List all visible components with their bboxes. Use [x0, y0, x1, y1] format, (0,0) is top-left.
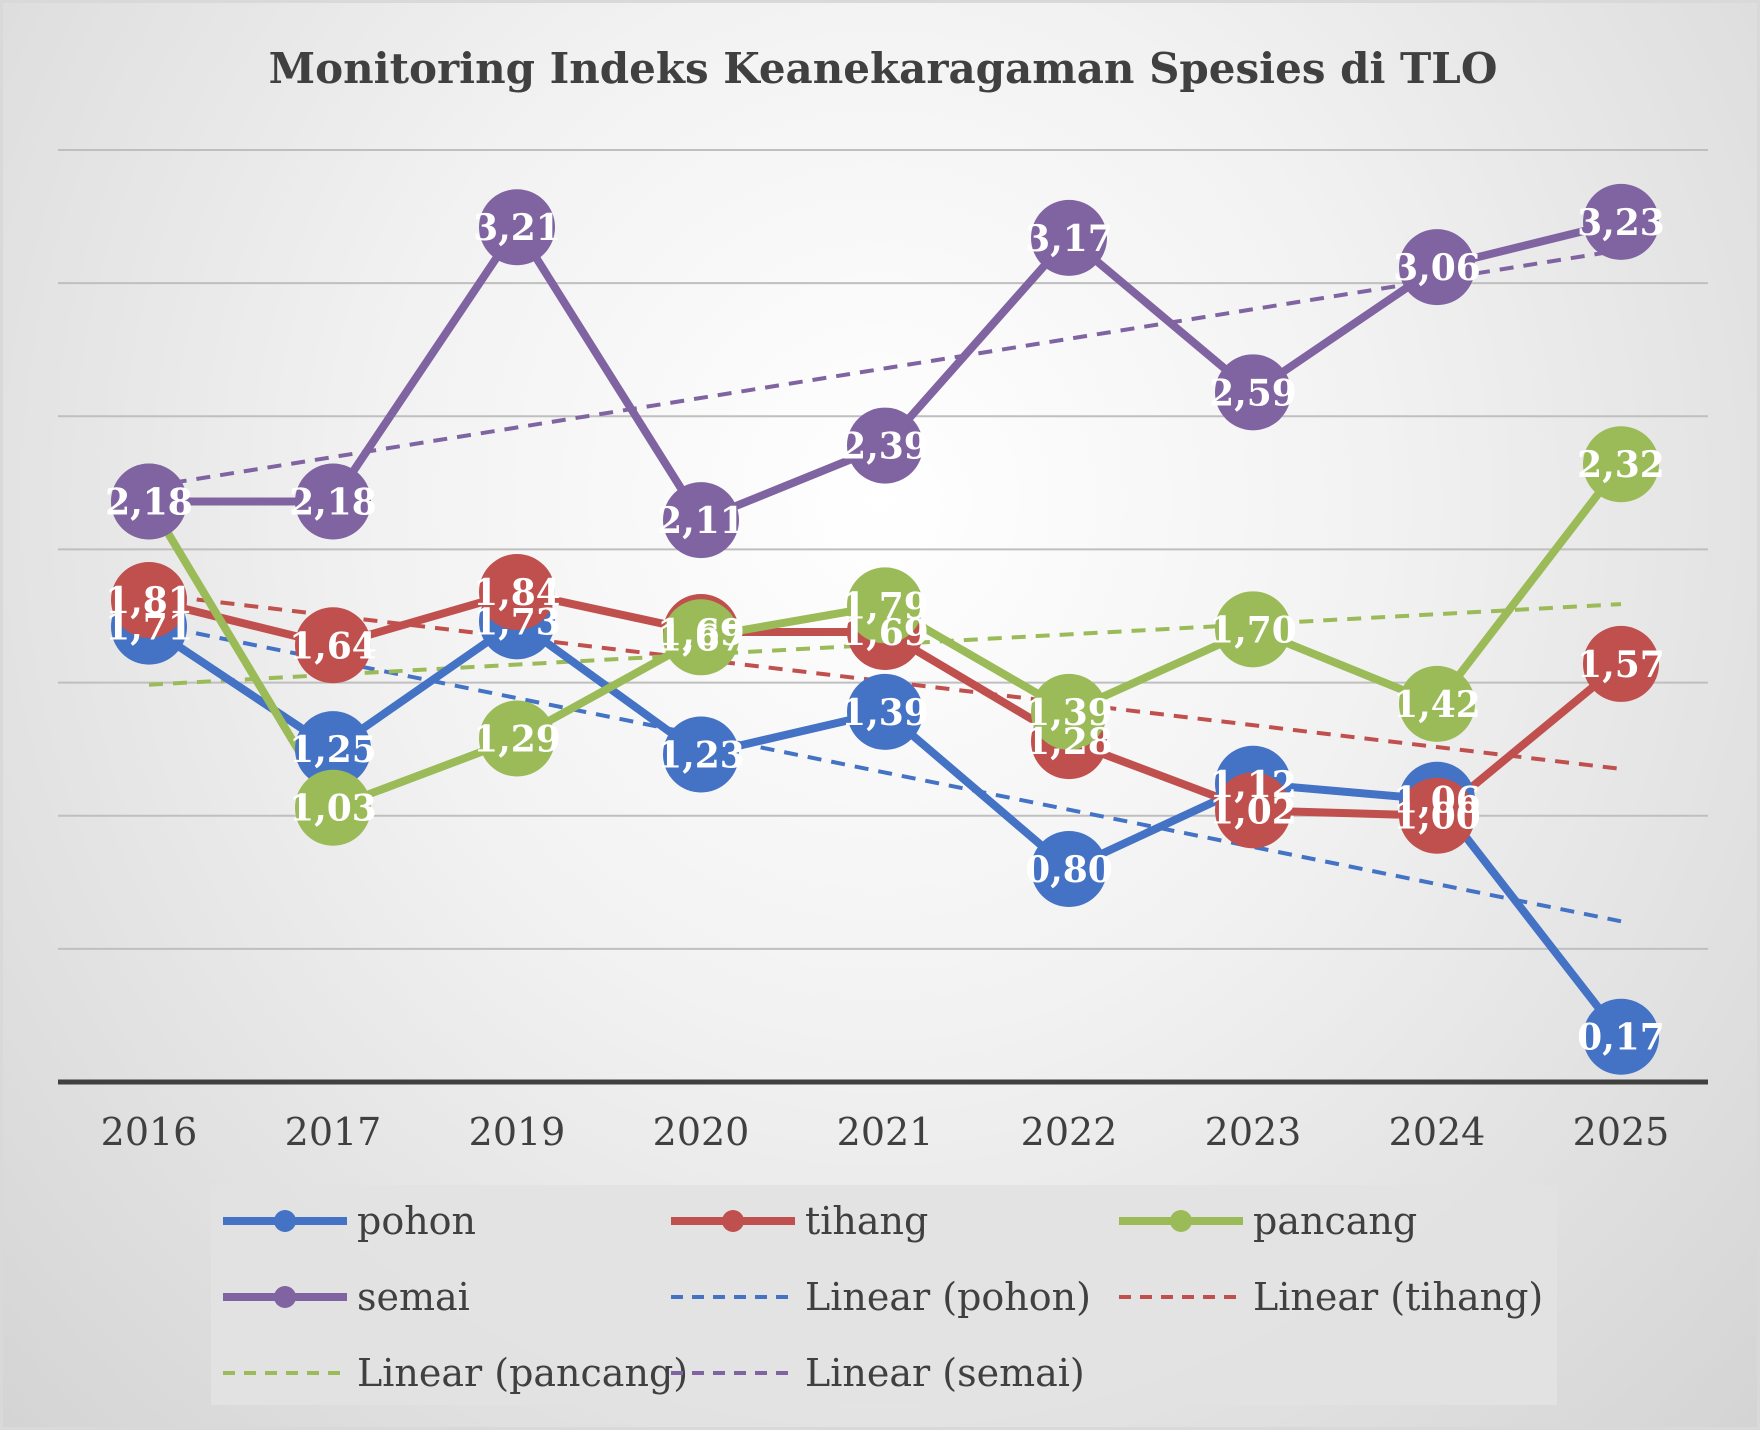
data-point-semai — [663, 482, 739, 559]
legend-label: pancang — [1253, 1199, 1417, 1243]
x-tick-label: 2016 — [101, 1110, 198, 1154]
data-label-semai: 2,59 — [1209, 372, 1297, 414]
x-axis: 2016 2017 2019 2020 2021 2022 2023 2024 2025 — [58, 1079, 1708, 1154]
legend-label: Linear (tihang) — [1253, 1275, 1543, 1319]
data-point-tihang — [1399, 777, 1475, 854]
trendline-semai — [148, 248, 1622, 489]
data-point-pohon — [663, 716, 739, 793]
data-point-semai — [1215, 354, 1291, 431]
data-label-tihang: 1,28 — [1025, 721, 1113, 763]
legend-box — [211, 1185, 1557, 1405]
data-point-pancang — [847, 567, 923, 644]
data-point-semai — [1399, 229, 1475, 306]
legend-label: Linear (semai) — [805, 1351, 1085, 1395]
data-point-tihang — [295, 607, 371, 684]
data-label-pancang: 1,70 — [1209, 609, 1297, 651]
data-label-pancang: 1,42 — [1393, 684, 1481, 726]
data-point-semai — [1031, 199, 1107, 276]
data-point-pancang — [1215, 591, 1291, 668]
data-point-semai — [847, 407, 923, 484]
data-point-pohon — [1583, 998, 1659, 1075]
data-label-pohon: 0,80 — [1025, 849, 1113, 891]
chart-title: Monitoring Indeks Keanekaragaman Spesies… — [269, 44, 1498, 93]
trendlines — [148, 248, 1622, 924]
data-point-pohon — [295, 711, 371, 788]
data-label-tihang: 1,57 — [1577, 644, 1665, 686]
trendline-tihang — [148, 591, 1622, 771]
x-tick-label: 2025 — [1573, 1110, 1670, 1154]
x-tick-label: 2023 — [1205, 1110, 1302, 1154]
data-point-pancang — [1399, 665, 1475, 742]
data-point-pohon — [1031, 830, 1107, 907]
x-tick-label: 2022 — [1021, 1110, 1118, 1154]
data-label-semai: 3,06 — [1393, 247, 1481, 289]
data-label-pohon: 1,25 — [289, 729, 377, 771]
x-tick-label: 2021 — [837, 1110, 934, 1154]
trendline-pohon — [148, 621, 1622, 924]
data-label-semai: 3,17 — [1025, 218, 1113, 260]
data-point-pohon — [847, 673, 923, 750]
legend: pohon tihang pancang semai Linear (pohon) Lin… — [211, 1185, 1557, 1405]
x-tick-label: 2024 — [1389, 1110, 1486, 1154]
data-label-pohon: 1,73 — [473, 601, 561, 643]
data-point-tihang — [111, 562, 187, 639]
data-label-semai: 3,23 — [1577, 202, 1665, 244]
legend-label: semai — [357, 1275, 470, 1319]
data-label-semai: 2,18 — [289, 481, 377, 523]
line-chart: Monitoring Indeks Keanekaragaman Spesies… — [58, 44, 1708, 1405]
data-label-pancang: 1,29 — [473, 718, 561, 760]
data-label-tihang: 1,69 — [657, 612, 745, 654]
data-label-pohon: 1,12 — [1209, 764, 1297, 806]
data-label-pohon: 0,17 — [1577, 1017, 1665, 1059]
data-point-semai — [1583, 183, 1659, 260]
data-label-pohon: 1,06 — [1393, 780, 1481, 822]
data-label-pancang: 2,32 — [1577, 444, 1665, 486]
trendline-pancang — [148, 602, 1622, 687]
legend-marker — [1170, 1210, 1192, 1232]
data-markers — [111, 183, 1659, 1075]
data-label-tihang: 1,69 — [841, 612, 929, 654]
x-tick-label: 2020 — [653, 1110, 750, 1154]
data-point-tihang — [479, 554, 555, 631]
data-label-pancang: 1,39 — [1025, 692, 1113, 734]
data-point-pancang — [1583, 426, 1659, 503]
x-tick-label: 2019 — [469, 1110, 566, 1154]
data-label-semai: 2,11 — [657, 500, 745, 542]
data-point-tihang — [1215, 772, 1291, 849]
data-point-pancang — [295, 769, 371, 846]
data-point-pancang — [1031, 673, 1107, 750]
data-label-pohon: 1,39 — [841, 692, 929, 734]
data-point-pancang — [479, 700, 555, 777]
data-labels: 1,71 1,25 1,73 1,23 1,39 0,80 1,12 1,06 0,17 1,81… — [105, 202, 1665, 1059]
data-label-tihang: 1,64 — [289, 625, 377, 667]
data-point-semai — [479, 189, 555, 266]
data-label-pancang: 2,18 — [105, 481, 193, 523]
data-label-semai: 2,39 — [841, 426, 929, 468]
data-label-tihang: 1,84 — [473, 572, 561, 614]
data-label-pohon: 1,23 — [657, 734, 745, 776]
data-point-semai — [111, 463, 187, 540]
legend-label: Linear (pohon) — [805, 1275, 1091, 1319]
legend-label: tihang — [805, 1199, 928, 1243]
data-label-tihang: 1,00 — [1393, 796, 1481, 838]
x-tick-label: 2017 — [285, 1110, 382, 1154]
legend-label: Linear (pancang) — [357, 1351, 688, 1395]
data-label-pancang: 1,67 — [657, 617, 745, 659]
legend-marker — [274, 1210, 296, 1232]
data-point-pancang — [663, 599, 739, 676]
data-label-pancang: 1,79 — [841, 585, 929, 627]
data-label-pancang: 1,03 — [289, 788, 377, 830]
legend-label: pohon — [357, 1199, 476, 1243]
data-label-semai: 2,18 — [105, 481, 193, 523]
data-label-tihang: 1,02 — [1209, 790, 1297, 832]
data-point-semai — [295, 463, 371, 540]
legend-marker — [274, 1286, 296, 1308]
legend-marker — [722, 1210, 744, 1232]
data-label-semai: 3,21 — [473, 207, 561, 249]
data-label-tihang: 1,81 — [105, 580, 193, 622]
data-label-pohon: 1,71 — [105, 607, 193, 649]
data-point-tihang — [1583, 625, 1659, 702]
